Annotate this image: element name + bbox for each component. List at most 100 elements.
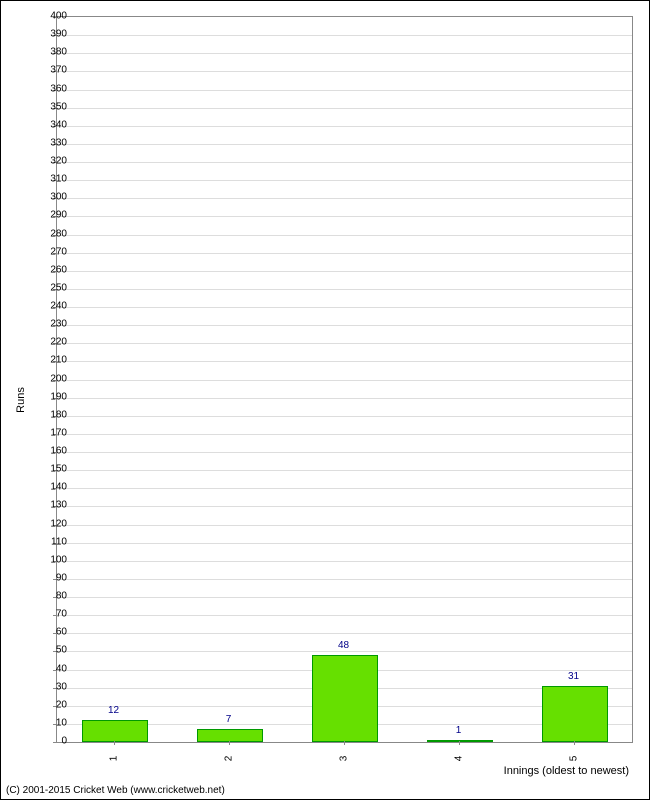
y-tick-label: 0	[37, 736, 67, 747]
y-tick-label: 400	[37, 11, 67, 22]
grid-line	[57, 162, 632, 163]
grid-line	[57, 71, 632, 72]
grid-line	[57, 579, 632, 580]
grid-line	[57, 126, 632, 127]
grid-line	[57, 416, 632, 417]
grid-line	[57, 144, 632, 145]
grid-line	[57, 651, 632, 652]
y-tick-label: 320	[37, 156, 67, 167]
y-tick-label: 300	[37, 192, 67, 203]
y-tick-label: 120	[37, 518, 67, 529]
x-tick-label: 4	[453, 756, 464, 762]
y-tick-label: 290	[37, 210, 67, 221]
y-tick-label: 110	[37, 536, 67, 547]
y-tick-label: 380	[37, 47, 67, 58]
copyright-text: (C) 2001-2015 Cricket Web (www.cricketwe…	[6, 785, 225, 796]
grid-line	[57, 561, 632, 562]
bar-value-label: 31	[568, 671, 579, 682]
y-tick-label: 250	[37, 282, 67, 293]
y-tick-label: 50	[37, 645, 67, 656]
grid-line	[57, 361, 632, 362]
y-tick-label: 340	[37, 119, 67, 130]
bar	[312, 655, 378, 742]
y-tick-label: 190	[37, 391, 67, 402]
y-tick-label: 90	[37, 572, 67, 583]
grid-line	[57, 343, 632, 344]
x-tick-label: 1	[108, 756, 119, 762]
grid-line	[57, 398, 632, 399]
y-tick-label: 350	[37, 101, 67, 112]
grid-line	[57, 325, 632, 326]
grid-line	[57, 216, 632, 217]
y-tick-label: 260	[37, 264, 67, 275]
grid-line	[57, 543, 632, 544]
grid-line	[57, 108, 632, 109]
chart-container: Runs Innings (oldest to newest) (C) 2001…	[0, 0, 650, 800]
x-axis-title: Innings (oldest to newest)	[504, 765, 629, 777]
y-tick-label: 60	[37, 627, 67, 638]
y-tick-label: 390	[37, 29, 67, 40]
grid-line	[57, 307, 632, 308]
x-tick	[114, 741, 115, 745]
grid-line	[57, 380, 632, 381]
y-tick-label: 80	[37, 591, 67, 602]
x-tick	[229, 741, 230, 745]
x-tick	[574, 741, 575, 745]
y-tick-label: 220	[37, 337, 67, 348]
y-tick-label: 10	[37, 717, 67, 728]
y-tick-label: 330	[37, 137, 67, 148]
y-tick-label: 230	[37, 319, 67, 330]
bar	[197, 729, 263, 742]
x-tick	[459, 741, 460, 745]
y-tick-label: 180	[37, 409, 67, 420]
x-tick	[344, 741, 345, 745]
y-tick-label: 170	[37, 427, 67, 438]
grid-line	[57, 506, 632, 507]
y-tick-label: 240	[37, 301, 67, 312]
bar-value-label: 48	[338, 640, 349, 651]
plot-area	[56, 16, 633, 743]
grid-line	[57, 35, 632, 36]
y-tick-label: 210	[37, 355, 67, 366]
y-tick-label: 270	[37, 246, 67, 257]
grid-line	[57, 597, 632, 598]
y-tick-label: 150	[37, 464, 67, 475]
grid-line	[57, 180, 632, 181]
bar-value-label: 12	[108, 705, 119, 716]
bar	[427, 740, 493, 742]
y-tick-label: 280	[37, 228, 67, 239]
y-tick-label: 40	[37, 663, 67, 674]
grid-line	[57, 235, 632, 236]
grid-line	[57, 615, 632, 616]
bar-value-label: 1	[456, 725, 462, 736]
y-tick-label: 370	[37, 65, 67, 76]
y-axis-title: Runs	[15, 387, 27, 413]
y-tick-label: 30	[37, 681, 67, 692]
y-tick-label: 200	[37, 373, 67, 384]
grid-line	[57, 90, 632, 91]
grid-line	[57, 470, 632, 471]
grid-line	[57, 289, 632, 290]
grid-line	[57, 198, 632, 199]
y-tick-label: 360	[37, 83, 67, 94]
bar-value-label: 7	[226, 714, 232, 725]
y-tick-label: 140	[37, 482, 67, 493]
grid-line	[57, 53, 632, 54]
grid-line	[57, 488, 632, 489]
grid-line	[57, 271, 632, 272]
y-tick-label: 310	[37, 174, 67, 185]
y-tick-label: 70	[37, 609, 67, 620]
y-tick-label: 130	[37, 500, 67, 511]
bar	[542, 686, 608, 742]
x-tick-label: 5	[568, 756, 579, 762]
grid-line	[57, 452, 632, 453]
y-tick-label: 160	[37, 446, 67, 457]
x-tick-label: 3	[338, 756, 349, 762]
x-tick-label: 2	[223, 756, 234, 762]
grid-line	[57, 525, 632, 526]
grid-line	[57, 253, 632, 254]
bar	[82, 720, 148, 742]
y-tick-label: 100	[37, 554, 67, 565]
grid-line	[57, 633, 632, 634]
grid-line	[57, 434, 632, 435]
